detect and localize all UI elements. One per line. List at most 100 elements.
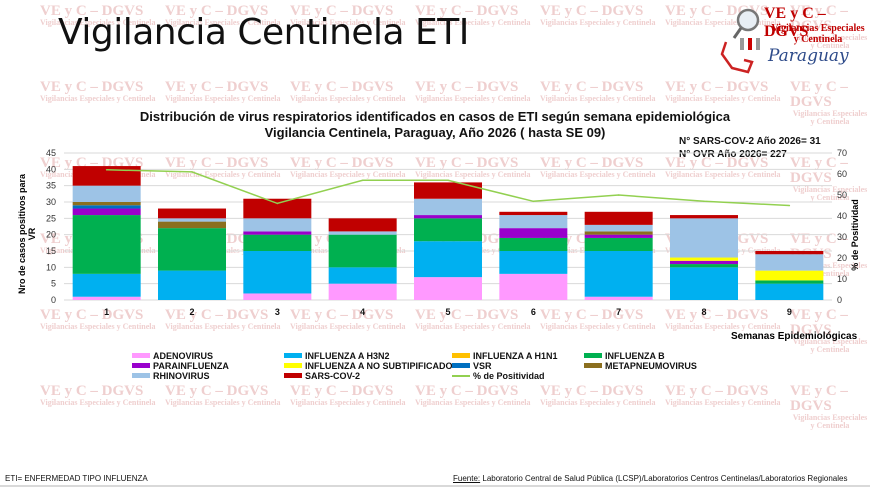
x-tick-label: 6 [531, 307, 536, 317]
bar-segment-influenza-b [499, 237, 568, 251]
bar-segment-rhinovirus [670, 218, 738, 258]
logo-subtitle: Vigilancias Especiales y Centinela [771, 23, 865, 45]
footer-note: ETI= ENFERMEDAD TIPO INFLUENZA [5, 474, 148, 483]
chart-title: Distribución de virus respiratorios iden… [0, 109, 870, 141]
chart-subtitle: Vigilancia Centinela, Paraguay, Año 2026… [264, 125, 606, 140]
legend-swatch [284, 363, 302, 368]
bar-segment-sars-cov-2 [328, 218, 397, 232]
bar-segment-rhinovirus [755, 254, 824, 271]
counts-box: N° SARS-COV-2 Año 2026= 31 N° OVR Año 20… [679, 135, 821, 161]
bar-segment-parainfluenza [584, 234, 653, 238]
ovr-count: N° OVR Año 2026= 227 [679, 149, 787, 160]
positivity-point [276, 202, 279, 205]
y2-tick-label: 0 [837, 295, 842, 305]
positivity-point [191, 171, 193, 173]
positivity-point [617, 194, 620, 196]
legend-swatch [132, 363, 150, 368]
bar-segment-influenza-a-no-subtipificado [755, 270, 824, 281]
legend-label: VSR [473, 360, 492, 371]
bar-segment-sars-cov-2 [499, 211, 568, 216]
source-text: Laboratorio Central de Salud Pública (LC… [480, 474, 848, 483]
legend-label: INFLUENZA A H1N1 [473, 350, 558, 361]
legend-label: INFLUENZA A H3N2 [305, 350, 390, 361]
x-tick-label: 7 [616, 307, 621, 317]
x-tick-label: 9 [787, 307, 792, 317]
bar-segment-influenza-b [328, 234, 397, 268]
bar-segment-adenovirus [72, 296, 141, 300]
bar-segment-influenza-a-h3n2 [755, 283, 824, 300]
y-tick-label: 5 [51, 279, 56, 289]
legend-swatch [452, 363, 470, 368]
y2-axis-label: % de Positividad [850, 199, 860, 271]
bar-segment-rhinovirus [72, 185, 141, 202]
bar-segment-influenza-b [243, 234, 312, 251]
y2-tick-label: 30 [837, 232, 847, 242]
bar-segment-influenza-b [670, 264, 738, 268]
bar-segment-adenovirus [499, 273, 568, 300]
legend-swatch [132, 373, 150, 378]
x-axis-label: Semanas Epidemiológicas [731, 331, 858, 342]
positivity-point [532, 200, 535, 203]
legend-item: INFLUENZA A H1N1 [452, 350, 558, 361]
bar-segment-sars-cov-2 [158, 208, 226, 219]
legend-item: INFLUENZA B [584, 350, 665, 361]
y-tick-label: 0 [51, 295, 56, 305]
positivity-point [447, 179, 449, 182]
bar-segment-influenza-b [584, 237, 653, 251]
bar-segment-rhinovirus [499, 215, 568, 229]
bottom-divider [0, 485, 870, 487]
y2-tick-label: 70 [837, 148, 847, 158]
logo-org: VE y C – DGVS [764, 5, 826, 40]
legend-item: % de Positividad [452, 370, 545, 381]
legend-item: RHINOVIRUS [132, 370, 210, 381]
bar-segment-rhinovirus [158, 218, 226, 222]
bar-segment-influenza-b [158, 228, 226, 271]
legend-label: INFLUENZA B [605, 350, 665, 361]
positivity-point [105, 169, 108, 171]
x-tick-label: 3 [275, 307, 280, 317]
x-tick-label: 8 [701, 307, 706, 317]
y2-tick-label: 60 [837, 169, 847, 179]
bar-segment-parainfluenza [243, 231, 312, 235]
bar-segment-parainfluenza [414, 215, 482, 219]
bar-segment-metapneumovirus [72, 202, 141, 206]
legend-label: METAPNEUMOVIRUS [605, 360, 697, 371]
bar-segment-rhinovirus [414, 198, 482, 216]
y2-tick-label: 10 [837, 274, 847, 284]
page-title: Vigilancia Centinela ETI [58, 12, 469, 53]
bar-segment-influenza-a-h3n2 [499, 251, 568, 274]
bar-segment-influenza-a-h3n2 [414, 241, 482, 278]
bar-segment-sars-cov-2 [243, 198, 312, 219]
legend-label: INFLUENZA A NO SUBTIPIFICADO [305, 360, 453, 371]
positivity-point [361, 179, 364, 182]
legend-swatch [584, 353, 602, 358]
bar-segment-influenza-a-no-subtipificado [670, 257, 738, 261]
bar-segment-rhinovirus [584, 224, 653, 232]
legend-item: INFLUENZA A NO SUBTIPIFICADO [284, 360, 453, 371]
logo: VE y C – DGVS Vigilancias Especiales y C… [718, 2, 868, 76]
x-tick-label: 4 [360, 307, 365, 317]
logo-country: Paraguay [768, 46, 849, 66]
y-tick-label: 30 [46, 197, 56, 207]
y-tick-label: 10 [46, 262, 56, 272]
bar-segment-influenza-b [72, 215, 141, 274]
legend-label: RHINOVIRUS [153, 370, 210, 381]
x-tick-label: 1 [104, 307, 109, 317]
bar-segment-influenza-a-h3n2 [72, 273, 141, 297]
legend-swatch [284, 373, 302, 378]
bar-segment-sars-cov-2 [670, 215, 738, 219]
bar-segment-adenovirus [584, 296, 653, 300]
y-tick-label: 40 [46, 164, 56, 174]
bar-segment-sars-cov-2 [414, 182, 482, 199]
legend-label: % de Positividad [473, 370, 545, 381]
y-tick-label: 35 [46, 181, 56, 191]
legend-swatch [452, 353, 470, 358]
bar-segment-metapneumovirus [584, 231, 653, 235]
bar-segment-parainfluenza [72, 208, 141, 216]
bar-segment-rhinovirus [243, 218, 312, 232]
chart-title-line1: Distribución de virus respiratorios iden… [139, 109, 731, 124]
bar-segment-sars-cov-2 [755, 251, 824, 255]
bar-segment-influenza-a-h3n2 [328, 267, 397, 284]
legend-item: INFLUENZA A H3N2 [284, 350, 390, 361]
